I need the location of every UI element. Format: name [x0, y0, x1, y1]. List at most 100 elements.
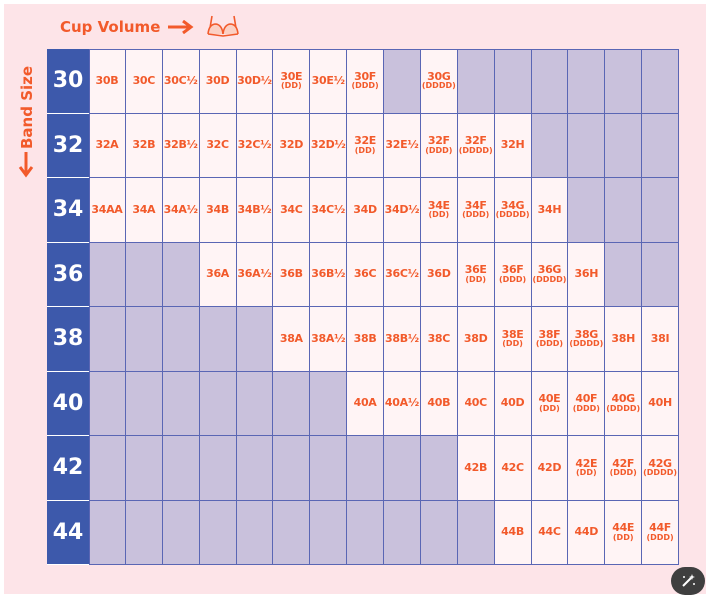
size-label: 36E	[464, 263, 487, 277]
empty-size-cell	[347, 500, 384, 565]
size-label: 32C	[206, 138, 229, 152]
size-label: 34A	[132, 202, 156, 216]
empty-size-cell	[89, 307, 126, 372]
size-alt-label: (DD)	[354, 145, 376, 155]
size-label: 32C½	[237, 138, 272, 152]
size-cell: 32F (DDD)	[420, 113, 458, 178]
empty-size-cell	[236, 371, 274, 436]
empty-size-cell	[568, 49, 606, 114]
empty-size-cell	[162, 307, 200, 372]
size-cell: 30E (DD)	[273, 49, 311, 114]
size-label: 34B½	[237, 202, 272, 216]
size-label: 32D	[279, 138, 304, 152]
empty-size-cell	[642, 242, 679, 307]
size-label: 36A	[206, 267, 230, 281]
size-label: 38I	[650, 331, 670, 345]
size-cell: 44D	[568, 500, 606, 565]
size-cell: 42G (DDDD)	[642, 436, 679, 501]
magic-wand-button[interactable]	[671, 567, 705, 595]
size-label: 36H	[574, 267, 599, 281]
empty-size-cell	[162, 371, 200, 436]
size-cell: 32D	[273, 113, 311, 178]
size-cell: 44B	[494, 500, 532, 565]
size-label: 40A	[353, 396, 377, 410]
size-label: 36G	[537, 263, 562, 277]
size-cell: 42F (DDD)	[605, 436, 643, 501]
size-cell: 32C½	[236, 113, 274, 178]
size-cell: 30D½	[236, 49, 274, 114]
size-label: 40G	[611, 392, 635, 406]
size-cell: 32E½	[384, 113, 421, 178]
size-cell: 32H	[494, 113, 532, 178]
size-label: 36F	[501, 263, 524, 277]
size-cell: 40H	[642, 371, 679, 436]
size-cell: 40E (DD)	[531, 371, 569, 436]
size-label: 32D½	[310, 138, 346, 152]
size-cell: 40B	[420, 371, 458, 436]
size-cell: 36G (DDDD)	[531, 242, 569, 307]
size-cell: 34D	[347, 178, 384, 243]
empty-size-cell	[89, 500, 126, 565]
size-label: 34C	[280, 202, 303, 216]
empty-size-cell	[605, 178, 643, 243]
size-cell: 32A	[89, 113, 126, 178]
empty-size-cell	[199, 371, 237, 436]
size-alt-label: (DDD)	[425, 145, 453, 155]
size-label: 36A½	[237, 267, 272, 281]
size-label: 40A½	[384, 396, 419, 410]
size-alt-label: (DDD)	[535, 339, 564, 349]
empty-size-cell	[384, 500, 421, 565]
size-cell: 34C	[273, 178, 311, 243]
size-alt-label: (DDDD)	[532, 274, 567, 284]
size-label: 44F	[649, 521, 672, 535]
size-cell: 32C	[199, 113, 237, 178]
size-label: 38C	[427, 331, 451, 345]
empty-size-cell	[236, 436, 274, 501]
size-label: 42D	[537, 460, 562, 474]
size-cell: 34E (DD)	[420, 178, 458, 243]
size-cell: 38B½	[384, 307, 421, 372]
empty-size-cell	[125, 307, 163, 372]
empty-size-cell	[568, 178, 606, 243]
size-cell: 40F (DDD)	[568, 371, 606, 436]
size-cell: 38A½	[310, 307, 348, 372]
size-cell: 30G (DDDD)	[420, 49, 458, 114]
size-alt-label: (DDDD)	[643, 468, 677, 478]
size-label: 38B	[353, 331, 377, 345]
size-label: 30G	[427, 69, 451, 83]
size-label: 38H	[611, 331, 635, 345]
size-alt-label: (DDD)	[351, 81, 379, 91]
size-cell: 30B	[89, 49, 126, 114]
size-cell: 36C½	[384, 242, 421, 307]
size-label: 38A	[279, 331, 303, 345]
size-cell: 38F (DDD)	[531, 307, 569, 372]
empty-size-cell	[531, 113, 569, 178]
size-alt-label: (DD)	[576, 468, 597, 478]
size-alt-label: (DDDD)	[458, 145, 493, 155]
band-size-header: Band Size	[16, 65, 38, 180]
size-label: 34G	[500, 198, 525, 212]
size-cell: 38A	[273, 307, 311, 372]
size-cell: 32F (DDDD)	[457, 113, 495, 178]
size-label: 34C½	[311, 202, 345, 216]
empty-size-cell	[125, 242, 163, 307]
empty-size-cell	[642, 113, 679, 178]
size-label: 34H	[537, 202, 562, 216]
size-cell: 38B	[347, 307, 384, 372]
size-label: 42B	[464, 460, 488, 474]
size-alt-label: (DD)	[465, 274, 486, 284]
size-label: 38E	[501, 327, 524, 341]
size-cell: 34C½	[310, 178, 348, 243]
size-label: 30C½	[163, 73, 198, 87]
size-label: 38B½	[384, 331, 419, 345]
size-cell: 44F (DDD)	[642, 500, 679, 565]
empty-size-cell	[125, 371, 163, 436]
size-label: 34D½	[384, 202, 420, 216]
empty-size-cell	[125, 436, 163, 501]
size-cell: 42C	[494, 436, 532, 501]
empty-size-cell	[605, 113, 643, 178]
empty-size-cell	[347, 436, 384, 501]
size-alt-label: (DD)	[281, 81, 302, 91]
size-cell: 32E (DD)	[347, 113, 384, 178]
empty-size-cell	[162, 242, 200, 307]
